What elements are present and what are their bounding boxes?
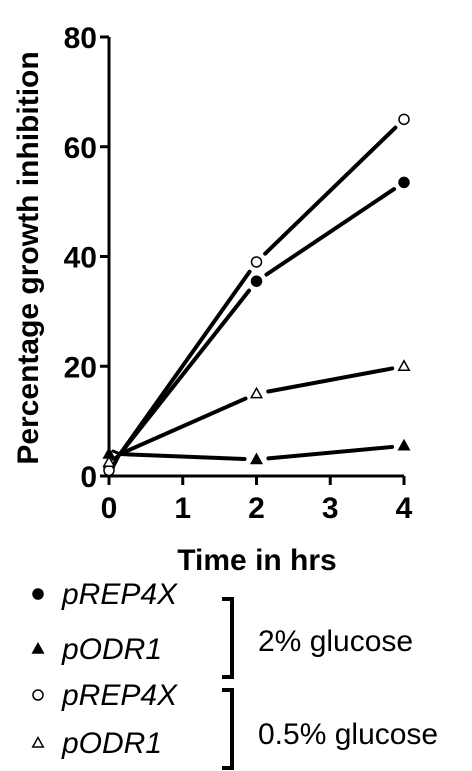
y-tick-label: 0 [80,461,97,494]
tick-labels: 0 20 40 60 80 0 1 2 3 4 [64,22,413,525]
y-tick-label: 40 [64,242,97,275]
y-tick-label: 80 [64,22,97,55]
legend-marker [31,735,45,748]
legend-label: pREP4X [61,578,178,611]
data-markers [102,113,411,477]
y-axis-title: Percentage growth inhibition [12,51,45,464]
series-line-segment [266,366,395,394]
legend: pREP4X pODR1 pREP4X pODR1 2% glucose 0.5% glu… [31,578,438,770]
series-line-segment [263,125,398,256]
data-point [250,275,263,287]
legend-marker [32,588,44,600]
series-line-segment [264,187,397,277]
legend-label: pODR1 [61,727,162,760]
y-tick-label: 20 [64,351,97,384]
data-point [398,113,410,126]
legend-group-label: 2% glucose [258,625,413,658]
x-tick-label: 1 [174,492,191,525]
data-point [397,359,411,371]
x-tick-label: 3 [322,492,339,525]
data-point [398,176,410,189]
data-point [397,438,411,451]
series-lines [111,125,398,470]
legend-label: pREP4X [61,679,178,712]
legend-group-bracket [222,597,234,679]
x-axis-title: Time in hrs [177,544,337,577]
axes [100,35,406,485]
x-tick-label: 4 [396,492,413,525]
series-line-segment [118,269,252,457]
y-tick-label: 60 [64,132,97,165]
legend-label: pODR1 [61,633,162,666]
legend-group-bracket [222,688,234,770]
data-point [102,455,116,468]
x-tick-label: 0 [101,492,118,525]
x-tick-label: 2 [248,492,265,525]
legend-group-label: 0.5% glucose [258,718,438,751]
data-point [249,452,264,465]
series-line-segment [266,444,395,461]
series-line-segment [118,452,247,462]
legend-marker [32,689,44,701]
series-line-segment [118,396,248,457]
data-point [250,256,263,268]
data-point [249,386,264,399]
legend-marker [31,641,45,654]
